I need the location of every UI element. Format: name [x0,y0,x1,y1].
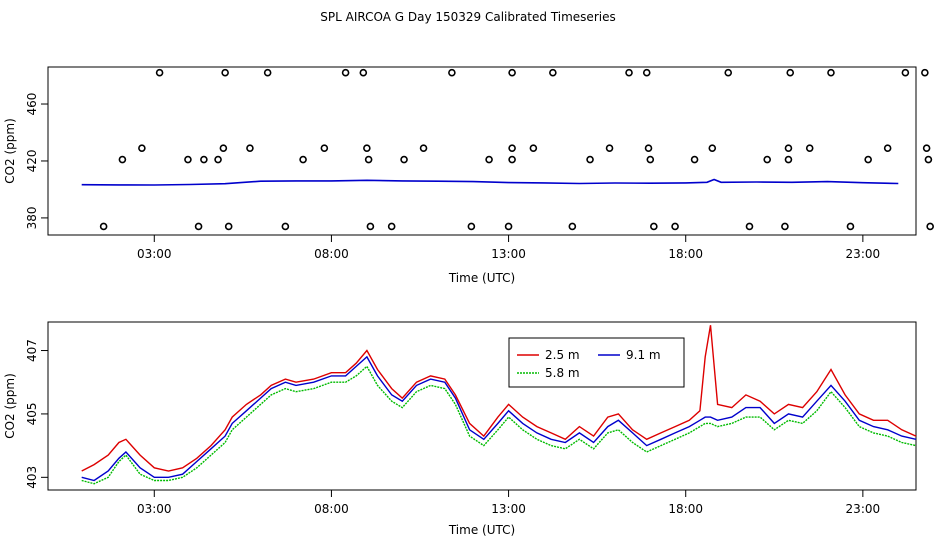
data-point [586,155,594,164]
x-tick-label: 03:00 [137,502,172,516]
legend-label: 5.8 m [545,366,580,380]
data-point [921,68,929,77]
data-point [400,155,408,164]
y-tick-label: 460 [25,93,39,116]
data-point [605,144,614,152]
data-point [467,222,476,231]
data-point [194,222,203,231]
y-axis-title: CO2 (ppm) [3,373,17,439]
data-point [846,222,855,231]
y-tick-label: 405 [25,402,39,425]
x-axis-title: Time (UTC) [448,523,515,537]
data-point [805,144,814,152]
data-point [784,155,793,164]
data-point [642,68,651,77]
data-point [366,222,375,231]
data-point [299,155,307,164]
plot-area [81,325,916,485]
data-point [504,222,513,231]
y-tick-label: 403 [25,466,39,489]
series-line-2-5-m [81,325,916,472]
x-tick-label: 13:00 [491,247,526,261]
data-point [508,144,516,152]
x-tick-label: 18:00 [668,502,703,516]
data-point [763,155,772,164]
data-point [320,144,329,152]
data-point [246,144,254,152]
data-point [341,68,350,77]
data-point [200,155,208,164]
data-point [485,155,493,164]
data-point [724,68,733,77]
x-tick-label: 03:00 [137,247,172,261]
data-point [644,144,653,152]
y-tick-label: 420 [25,150,39,173]
data-point [784,144,793,152]
series-line-9-1-m [81,355,916,482]
legend-box [508,337,685,388]
data-point [924,155,933,164]
data-point [281,222,290,231]
data-point [263,68,272,77]
x-tick-label: 23:00 [846,247,881,261]
data-point [155,68,164,77]
data-point [221,68,229,77]
data-point [549,68,557,77]
data-point [650,222,658,231]
data-point [359,68,368,77]
plot-frame [47,66,917,236]
y-axis-title: CO2 (ppm) [3,118,17,184]
data-point [99,222,108,231]
data-point [671,222,679,231]
y-tick-label: 407 [25,339,39,362]
data-point [827,68,835,77]
data-point [219,144,228,152]
data-point [781,222,789,231]
x-tick-label: 13:00 [491,502,526,516]
bottom-panel-line: 03:00 08:00 13:00 18:00 23:00 403 405 407 Time (… [3,321,917,537]
data-point [883,144,892,152]
data-point [364,155,373,164]
x-tick-label: 18:00 [668,247,703,261]
data-point [568,222,577,231]
x-tick-label: 08:00 [314,502,349,516]
x-tick-label: 08:00 [314,247,349,261]
data-point [224,222,233,231]
chart-title: SPL AIRCOA G Day 150329 Calibrated Times… [320,10,615,24]
data-point [922,144,931,152]
data-point [646,155,655,164]
data-point [690,155,699,164]
data-point [118,155,127,164]
data-point [625,68,633,77]
x-tick-label: 23:00 [846,502,881,516]
series-line-calibrated [81,178,899,186]
data-point [138,144,146,152]
plot-frame [47,321,917,491]
data-point [214,155,222,164]
data-point [901,68,910,77]
y-tick-label: 380 [25,206,39,229]
x-axis-title: Time (UTC) [448,271,515,285]
data-point [786,68,795,77]
data-point [864,155,872,164]
legend-label: 9.1 m [626,348,661,362]
data-point [508,155,516,164]
data-point [926,222,934,231]
legend-label: 2.5 m [545,348,580,362]
series-line-5-8-m [81,365,916,485]
data-point [508,68,516,77]
data-point [529,144,538,152]
data-point [448,68,456,77]
data-point [708,144,717,152]
data-point [363,144,371,152]
data-point [184,155,192,164]
data-point [387,222,396,231]
top-panel-scatter: 03:00 08:00 13:00 18:00 23:00 380 420 460 Time (… [3,66,934,285]
data-point [745,222,754,231]
data-point [419,144,428,152]
plot-area [81,178,899,186]
